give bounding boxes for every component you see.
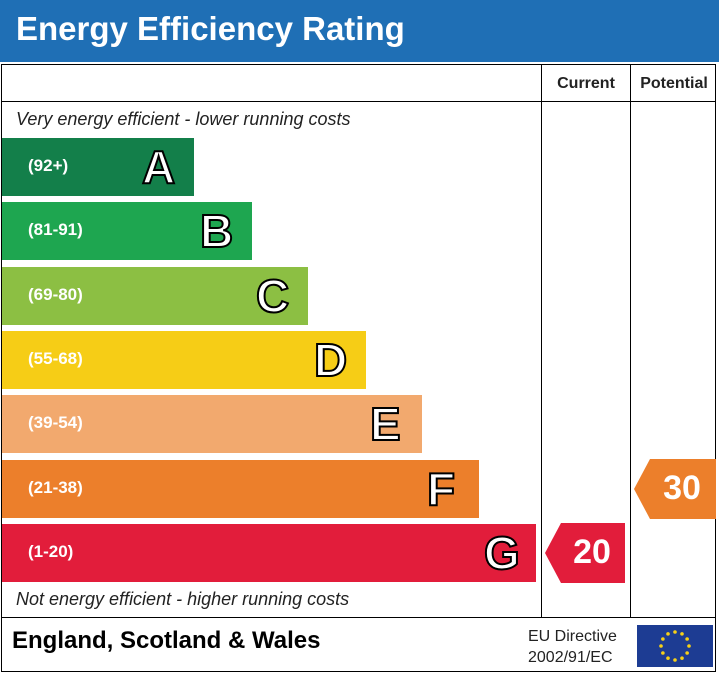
eu-star — [680, 656, 684, 660]
eu-directive-line1: EU Directive — [528, 628, 617, 645]
eu-star — [685, 651, 689, 655]
band-d: (55-68) D — [2, 331, 366, 389]
eu-star — [680, 632, 684, 636]
eu-star — [685, 637, 689, 641]
current-rating-marker: 20 — [545, 523, 625, 583]
band-g: (1-20) G — [2, 524, 536, 582]
band-letter-label: G — [483, 526, 521, 580]
eu-star — [666, 632, 670, 636]
current-marker-shape — [545, 523, 625, 583]
column-header-potential: Potential — [640, 75, 708, 92]
band-letter-label: B — [199, 204, 234, 258]
band-range-label: (55-68) — [28, 349, 83, 368]
band-range-label: (1-20) — [28, 542, 74, 561]
eu-star — [673, 630, 677, 634]
potential-marker-shape — [634, 459, 716, 519]
eu-star — [687, 644, 691, 648]
page-title: Energy Efficiency Rating — [16, 10, 405, 47]
band-range-label: (81-91) — [28, 220, 83, 239]
band-f: (21-38) F — [2, 460, 479, 518]
band-range-label: (21-38) — [28, 478, 83, 497]
eu-directive-line2: 2002/91/EC — [528, 649, 613, 666]
potential-rating-value: 30 — [663, 469, 701, 507]
eu-directive-label: EU Directive 2002/91/EC — [528, 626, 617, 668]
eu-star — [661, 637, 665, 641]
header-bar: Energy Efficiency Rating — [0, 0, 719, 62]
band-range-label: (69-80) — [28, 285, 83, 304]
band-e: (39-54) E — [2, 395, 422, 453]
band-range-label: (39-54) — [28, 413, 83, 432]
band-letter-label: A — [141, 140, 176, 194]
column-header-current: Current — [557, 75, 615, 92]
band-letter-label: F — [426, 462, 456, 516]
top-note: Very energy efficient - lower running co… — [16, 109, 351, 129]
footer-rule — [1, 617, 716, 618]
band-letter-label: C — [255, 269, 290, 323]
eu-star — [673, 658, 677, 662]
band-b: (81-91) B — [2, 202, 252, 260]
column-divider — [541, 64, 542, 617]
current-rating-value: 20 — [573, 533, 611, 571]
eu-flag-icon — [637, 625, 713, 667]
band-letter-label: D — [313, 333, 348, 387]
column-divider — [630, 64, 631, 617]
eu-star — [659, 644, 663, 648]
potential-rating-marker: 30 — [634, 459, 716, 519]
region-label: England, Scotland & Wales — [12, 627, 321, 654]
band-a: (92+) A — [2, 138, 194, 196]
header-rule — [1, 101, 716, 102]
band-letter-label: E — [369, 397, 402, 451]
band-c: (69-80) C — [2, 267, 308, 325]
bottom-note: Not energy efficient - higher running co… — [16, 589, 350, 609]
rating-frame — [1, 64, 716, 672]
band-range-label: (92+) — [28, 156, 69, 175]
eu-star — [666, 656, 670, 660]
eu-star — [661, 651, 665, 655]
